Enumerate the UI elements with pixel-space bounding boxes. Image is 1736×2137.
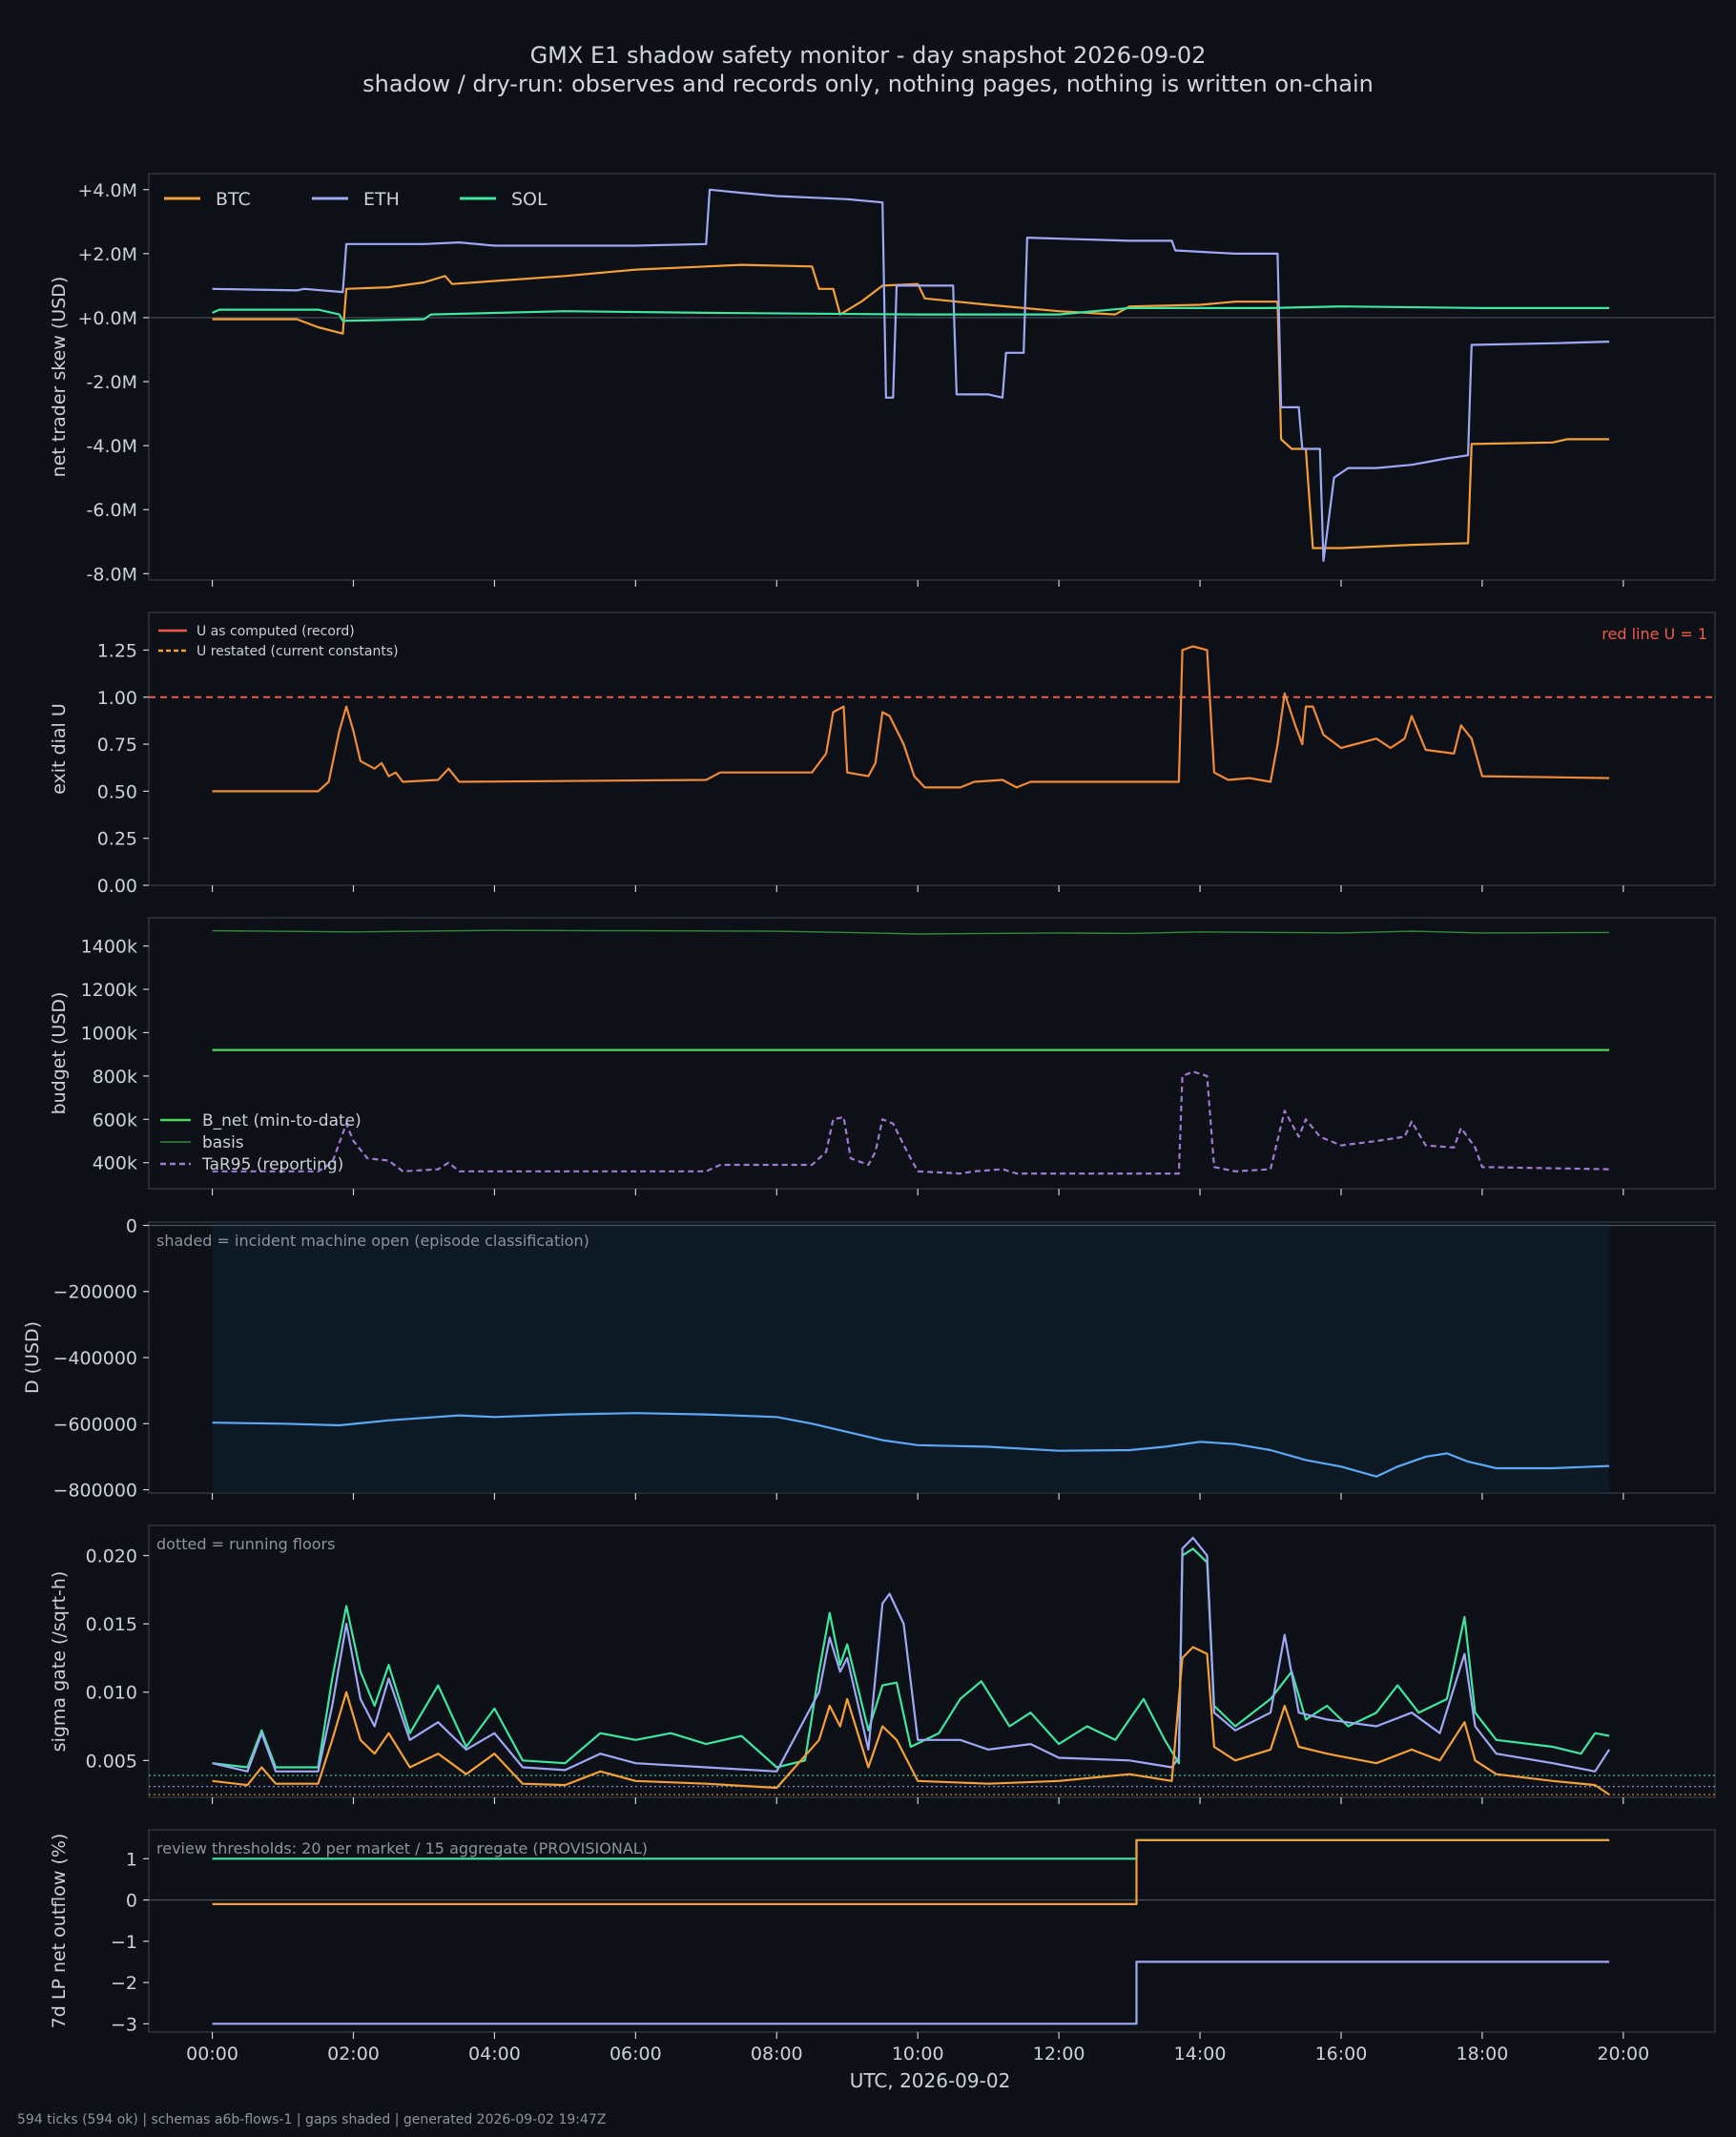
panel-frame bbox=[148, 1829, 1716, 2033]
panel-annotation: dotted = running floors bbox=[156, 1535, 335, 1553]
y-tick-label: 0.015 bbox=[86, 1614, 137, 1635]
y-tick-label: 1.25 bbox=[97, 640, 137, 661]
x-tick-label: 14:00 bbox=[1174, 2044, 1227, 2064]
x-tick-label: 04:00 bbox=[468, 2044, 521, 2064]
y-tick-label: −2 bbox=[111, 1973, 137, 1994]
panel-lp_outflow bbox=[143, 1829, 1716, 2039]
panel-frame bbox=[148, 1525, 1716, 1798]
y-tick-label: 400k bbox=[93, 1153, 137, 1174]
panel-frame bbox=[148, 612, 1716, 886]
x-axis-label: UTC, 2026-09-02 bbox=[850, 2069, 1011, 2092]
chart-title: GMX E1 shadow safety monitor - day snaps… bbox=[529, 42, 1207, 69]
y-tick-label: +2.0M bbox=[77, 244, 137, 265]
series-line-eth bbox=[212, 1536, 1611, 1773]
legend-label: B_net (min-to-date) bbox=[202, 1111, 362, 1131]
y-axis-label: D (USD) bbox=[22, 1321, 43, 1394]
y-tick-label: 600k bbox=[93, 1110, 137, 1131]
y-tick-label: −400000 bbox=[53, 1348, 137, 1369]
y-tick-label: 800k bbox=[93, 1067, 137, 1088]
y-tick-label: 0.25 bbox=[97, 829, 137, 850]
legend-label: TaR95 (reporting) bbox=[201, 1155, 343, 1174]
y-tick-label: 0.020 bbox=[86, 1546, 137, 1567]
footer-status: 594 ticks (594 ok) | schemas a6b-flows-1… bbox=[17, 2112, 607, 2127]
series-line-tar95-reporting- bbox=[212, 1070, 1610, 1175]
series-line-btc bbox=[212, 263, 1610, 550]
y-tick-label: 0.00 bbox=[97, 876, 137, 897]
y-tick-label: 1400k bbox=[81, 937, 137, 958]
series-line-btc bbox=[212, 1838, 1610, 1905]
y-axis-label: 7d LP net outflow (%) bbox=[49, 1834, 70, 2029]
y-axis-label: sigma gate (/sqrt-h) bbox=[49, 1571, 70, 1753]
y-tick-label: +4.0M bbox=[77, 180, 137, 201]
y-tick-label: +0.0M bbox=[77, 308, 137, 329]
y-tick-label: -8.0M bbox=[87, 564, 137, 585]
y-tick-label: 0.50 bbox=[97, 781, 137, 802]
series-line-d bbox=[212, 1412, 1610, 1478]
panel-sigma_gate bbox=[143, 1525, 1716, 1804]
y-tick-label: 1.00 bbox=[97, 688, 137, 709]
series-line-sol bbox=[212, 305, 1610, 322]
series-line-eth bbox=[212, 188, 1610, 562]
series-line-sol bbox=[212, 1547, 1610, 1769]
y-tick-label: -4.0M bbox=[87, 436, 137, 457]
panel-budget bbox=[143, 917, 1716, 1195]
legend-label: basis bbox=[202, 1133, 244, 1152]
x-tick-label: 00:00 bbox=[186, 2044, 238, 2064]
panel-frame bbox=[148, 173, 1716, 581]
y-tick-label: 0.005 bbox=[86, 1751, 137, 1772]
y-axis-label: net trader skew (USD) bbox=[49, 277, 70, 478]
panel-exit_dial bbox=[143, 612, 1716, 892]
series-line-eth bbox=[212, 1961, 1610, 2025]
x-tick-label: 02:00 bbox=[327, 2044, 380, 2064]
x-tick-label: 12:00 bbox=[1033, 2044, 1085, 2064]
y-tick-label: -2.0M bbox=[87, 372, 137, 393]
y-tick-label: 1 bbox=[126, 1849, 137, 1870]
y-axis-label: exit dial U bbox=[49, 703, 70, 795]
y-tick-label: −200000 bbox=[53, 1282, 137, 1303]
panel-annotation: shaded = incident machine open (episode … bbox=[156, 1232, 589, 1250]
y-tick-label: −1 bbox=[111, 1932, 137, 1953]
x-tick-label: 20:00 bbox=[1597, 2044, 1649, 2064]
panel-annotation: review thresholds: 20 per market / 15 ag… bbox=[156, 1839, 648, 1857]
red-line-annotation: red line U = 1 bbox=[1602, 625, 1707, 643]
y-tick-label: −3 bbox=[111, 2014, 137, 2035]
y-axis-label: budget (USD) bbox=[49, 992, 70, 1115]
series-line-basis bbox=[212, 929, 1610, 935]
chart-subtitle: shadow / dry-run: observes and records o… bbox=[362, 71, 1374, 97]
legend-label: U restated (current constants) bbox=[196, 644, 399, 659]
series-line-btc bbox=[212, 1646, 1610, 1796]
y-tick-label: -6.0M bbox=[87, 500, 137, 521]
y-tick-label: 0.010 bbox=[86, 1683, 137, 1704]
y-tick-label: 0.75 bbox=[97, 735, 137, 756]
series-line-u-as-computed-record- bbox=[212, 645, 1610, 793]
y-tick-label: 1200k bbox=[81, 980, 137, 1001]
y-tick-label: −800000 bbox=[53, 1481, 137, 1502]
y-tick-label: 0 bbox=[126, 1891, 137, 1912]
y-tick-label: −600000 bbox=[53, 1414, 137, 1435]
panel-drawdown bbox=[143, 1221, 1716, 1500]
x-tick-label: 08:00 bbox=[751, 2044, 803, 2064]
legend-label: BTC bbox=[216, 189, 251, 210]
incident-shading bbox=[212, 1222, 1610, 1493]
x-tick-label: 10:00 bbox=[892, 2044, 944, 2064]
y-tick-label: 1000k bbox=[81, 1023, 137, 1044]
panel-skew bbox=[143, 173, 1716, 587]
panel-frame bbox=[148, 917, 1716, 1190]
legend-label: U as computed (record) bbox=[196, 624, 355, 639]
legend-label: ETH bbox=[363, 189, 400, 210]
x-tick-label: 06:00 bbox=[610, 2044, 662, 2064]
legend-label: SOL bbox=[511, 189, 548, 210]
x-tick-label: 18:00 bbox=[1457, 2044, 1509, 2064]
y-tick-label: 0 bbox=[126, 1215, 137, 1236]
x-tick-label: 16:00 bbox=[1315, 2044, 1368, 2064]
